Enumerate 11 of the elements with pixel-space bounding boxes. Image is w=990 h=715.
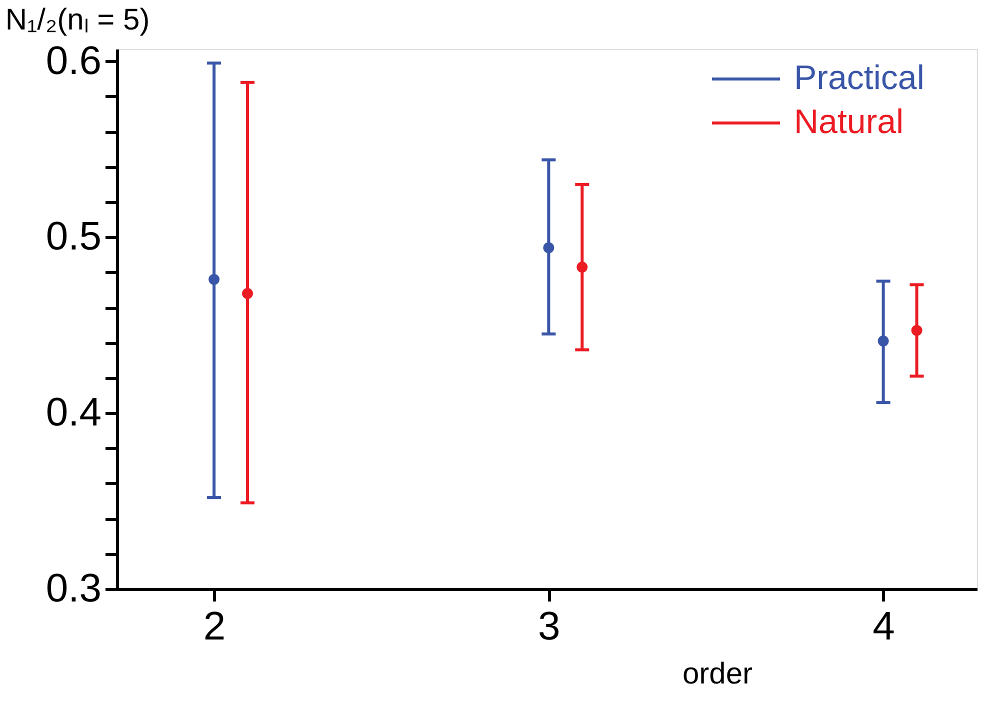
x-tick-label: 3 [538, 604, 560, 648]
legend-label: Natural [794, 103, 904, 141]
y-tick-label: 0.6 [46, 38, 102, 83]
y-axis-title: N₁/₂(nₗ = 5) [5, 3, 150, 36]
y-tick-label: 0.3 [46, 566, 102, 610]
legend-label: Practical [794, 59, 924, 97]
x-axis-title: order [682, 658, 753, 690]
x-tick-label: 4 [872, 604, 895, 648]
y-tick-label: 0.4 [46, 390, 102, 435]
y-tick-label: 0.5 [46, 214, 102, 259]
x-tick-label: 2 [203, 604, 226, 648]
